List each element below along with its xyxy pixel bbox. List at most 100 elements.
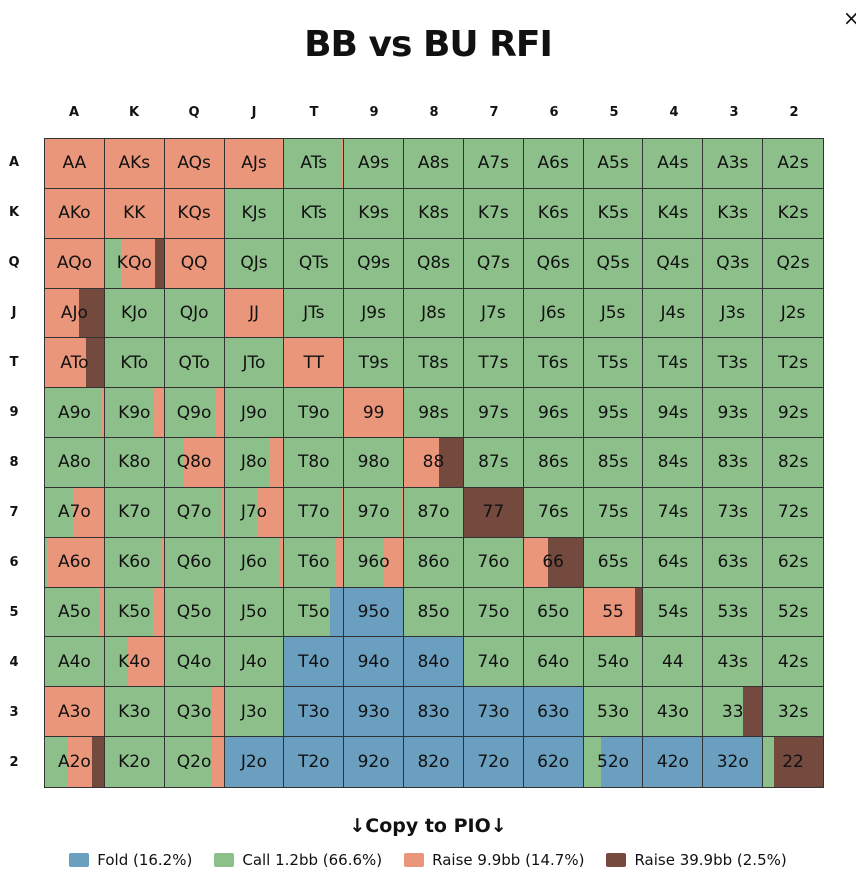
hand-cell-A7s[interactable]: A7s	[463, 139, 524, 189]
hand-cell-A2o[interactable]: A2o	[45, 737, 105, 787]
hand-cell-AQs[interactable]: AQs	[164, 139, 225, 189]
hand-cell-42s[interactable]: 42s	[763, 637, 823, 688]
hand-cell-J4o[interactable]: J4o	[224, 637, 285, 688]
hand-cell-44[interactable]: 44	[643, 637, 704, 688]
hand-cell-86s[interactable]: 86s	[523, 438, 584, 488]
hand-cell-J4s[interactable]: J4s	[643, 288, 704, 339]
hand-cell-T2s[interactable]: T2s	[763, 338, 823, 389]
hand-cell-Q8s[interactable]: Q8s	[404, 238, 464, 289]
hand-cell-J7o[interactable]: J7o	[224, 487, 285, 538]
hand-cell-A4s[interactable]: A4s	[643, 139, 704, 189]
hand-cell-K7o[interactable]: K7o	[104, 487, 165, 538]
hand-cell-QTo[interactable]: QTo	[164, 338, 225, 389]
hand-cell-J5s[interactable]: J5s	[583, 288, 644, 339]
hand-cell-K8s[interactable]: K8s	[404, 188, 464, 239]
hand-cell-Q4o[interactable]: Q4o	[164, 637, 225, 688]
hand-cell-T9s[interactable]: T9s	[344, 338, 405, 389]
hand-cell-T8s[interactable]: T8s	[404, 338, 464, 389]
hand-cell-42o[interactable]: 42o	[643, 737, 704, 787]
hand-cell-QJo[interactable]: QJo	[164, 288, 225, 339]
hand-cell-75s[interactable]: 75s	[583, 487, 644, 538]
hand-cell-QJs[interactable]: QJs	[224, 238, 285, 289]
hand-cell-T7s[interactable]: T7s	[463, 338, 524, 389]
hand-cell-62o[interactable]: 62o	[523, 737, 584, 787]
hand-cell-43o[interactable]: 43o	[643, 687, 704, 738]
hand-cell-99[interactable]: 99	[344, 388, 405, 439]
hand-cell-K4s[interactable]: K4s	[643, 188, 704, 239]
hand-cell-83o[interactable]: 83o	[404, 687, 464, 738]
hand-cell-K4o[interactable]: K4o	[104, 637, 165, 688]
hand-cell-J3s[interactable]: J3s	[703, 288, 764, 339]
close-icon[interactable]: ×	[843, 6, 856, 30]
hand-cell-Q8o[interactable]: Q8o	[164, 438, 225, 488]
hand-cell-J3o[interactable]: J3o	[224, 687, 285, 738]
hand-cell-T6o[interactable]: T6o	[284, 537, 345, 588]
hand-cell-A3s[interactable]: A3s	[703, 139, 764, 189]
hand-cell-QTs[interactable]: QTs	[284, 238, 345, 289]
hand-cell-J7s[interactable]: J7s	[463, 288, 524, 339]
hand-cell-93s[interactable]: 93s	[703, 388, 764, 439]
hand-cell-A6s[interactable]: A6s	[523, 139, 584, 189]
hand-cell-A8o[interactable]: A8o	[45, 438, 105, 488]
hand-cell-22[interactable]: 22	[763, 737, 823, 787]
hand-cell-AJs[interactable]: AJs	[224, 139, 285, 189]
hand-cell-A2s[interactable]: A2s	[763, 139, 823, 189]
hand-cell-ATs[interactable]: ATs	[284, 139, 345, 189]
hand-cell-ATo[interactable]: ATo	[45, 338, 105, 389]
hand-cell-T4s[interactable]: T4s	[643, 338, 704, 389]
hand-cell-T3o[interactable]: T3o	[284, 687, 345, 738]
hand-cell-K7s[interactable]: K7s	[463, 188, 524, 239]
hand-cell-A3o[interactable]: A3o	[45, 687, 105, 738]
hand-cell-A9s[interactable]: A9s	[344, 139, 405, 189]
hand-cell-K5s[interactable]: K5s	[583, 188, 644, 239]
hand-cell-A9o[interactable]: A9o	[45, 388, 105, 439]
hand-cell-KTo[interactable]: KTo	[104, 338, 165, 389]
hand-cell-87o[interactable]: 87o	[404, 487, 464, 538]
hand-cell-97o[interactable]: 97o	[344, 487, 405, 538]
hand-cell-J9s[interactable]: J9s	[344, 288, 405, 339]
hand-cell-54o[interactable]: 54o	[583, 637, 644, 688]
hand-cell-Q9s[interactable]: Q9s	[344, 238, 405, 289]
hand-cell-K2o[interactable]: K2o	[104, 737, 165, 787]
hand-cell-95s[interactable]: 95s	[583, 388, 644, 439]
hand-cell-52s[interactable]: 52s	[763, 587, 823, 638]
hand-cell-QQ[interactable]: QQ	[164, 238, 225, 289]
hand-cell-55[interactable]: 55	[583, 587, 644, 638]
hand-cell-95o[interactable]: 95o	[344, 587, 405, 638]
hand-cell-66[interactable]: 66	[523, 537, 584, 588]
hand-cell-73s[interactable]: 73s	[703, 487, 764, 538]
hand-cell-97s[interactable]: 97s	[463, 388, 524, 439]
hand-cell-98o[interactable]: 98o	[344, 438, 405, 488]
hand-cell-74o[interactable]: 74o	[463, 637, 524, 688]
hand-cell-85o[interactable]: 85o	[404, 587, 464, 638]
hand-cell-93o[interactable]: 93o	[344, 687, 405, 738]
hand-cell-K5o[interactable]: K5o	[104, 587, 165, 638]
hand-cell-K9o[interactable]: K9o	[104, 388, 165, 439]
hand-cell-63o[interactable]: 63o	[523, 687, 584, 738]
hand-cell-JTs[interactable]: JTs	[284, 288, 345, 339]
hand-cell-64s[interactable]: 64s	[643, 537, 704, 588]
hand-cell-52o[interactable]: 52o	[583, 737, 644, 787]
hand-cell-Q6s[interactable]: Q6s	[523, 238, 584, 289]
hand-cell-J2s[interactable]: J2s	[763, 288, 823, 339]
hand-cell-53s[interactable]: 53s	[703, 587, 764, 638]
hand-cell-T9o[interactable]: T9o	[284, 388, 345, 439]
hand-cell-A5s[interactable]: A5s	[583, 139, 644, 189]
hand-cell-98s[interactable]: 98s	[404, 388, 464, 439]
hand-cell-Q5o[interactable]: Q5o	[164, 587, 225, 638]
hand-cell-T5s[interactable]: T5s	[583, 338, 644, 389]
hand-cell-82o[interactable]: 82o	[404, 737, 464, 787]
hand-cell-K2s[interactable]: K2s	[763, 188, 823, 239]
hand-cell-J2o[interactable]: J2o	[224, 737, 285, 787]
hand-cell-K3s[interactable]: K3s	[703, 188, 764, 239]
hand-cell-A8s[interactable]: A8s	[404, 139, 464, 189]
hand-cell-94s[interactable]: 94s	[643, 388, 704, 439]
hand-cell-63s[interactable]: 63s	[703, 537, 764, 588]
hand-cell-Q2s[interactable]: Q2s	[763, 238, 823, 289]
hand-cell-K3o[interactable]: K3o	[104, 687, 165, 738]
hand-cell-T6s[interactable]: T6s	[523, 338, 584, 389]
hand-cell-Q3o[interactable]: Q3o	[164, 687, 225, 738]
hand-cell-Q9o[interactable]: Q9o	[164, 388, 225, 439]
hand-cell-Q3s[interactable]: Q3s	[703, 238, 764, 289]
hand-cell-J5o[interactable]: J5o	[224, 587, 285, 638]
